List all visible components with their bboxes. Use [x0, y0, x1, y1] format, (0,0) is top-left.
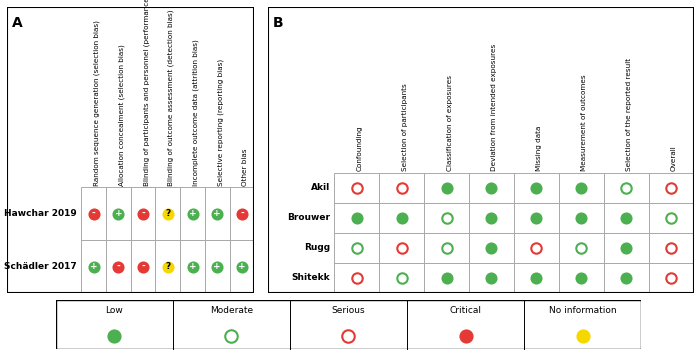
Text: Deviation from intended exposures: Deviation from intended exposures	[491, 44, 498, 172]
Text: No information: No information	[549, 306, 617, 316]
Text: +: +	[189, 262, 197, 271]
Text: B: B	[273, 16, 283, 30]
Bar	[155, 240, 180, 293]
Text: Shitekk: Shitekk	[291, 274, 330, 282]
Bar	[559, 173, 604, 203]
Bar	[230, 240, 254, 293]
Bar	[604, 203, 649, 233]
Bar	[180, 240, 205, 293]
Bar	[559, 233, 604, 263]
Bar	[604, 233, 649, 263]
Text: Akil: Akil	[311, 184, 330, 192]
Text: Measurement of outcomes: Measurement of outcomes	[581, 75, 588, 172]
Bar	[379, 263, 424, 293]
Bar	[649, 203, 694, 233]
Text: -: -	[116, 262, 120, 271]
Text: Serious: Serious	[332, 306, 365, 316]
Text: -: -	[141, 262, 145, 271]
Text: Critical: Critical	[450, 306, 482, 316]
Bar	[469, 263, 514, 293]
Text: Random sequence generation (selection bias): Random sequence generation (selection bi…	[93, 20, 100, 186]
Text: Schädler 2017: Schädler 2017	[3, 262, 76, 271]
Bar	[424, 233, 469, 263]
Text: ?: ?	[165, 262, 171, 271]
Bar	[469, 233, 514, 263]
Bar	[335, 233, 379, 263]
Bar	[131, 240, 155, 293]
Bar	[424, 173, 469, 203]
Bar	[469, 173, 514, 203]
Text: Incomplete outcome data (attrition bias): Incomplete outcome data (attrition bias)	[192, 39, 199, 186]
Bar	[81, 187, 106, 240]
Bar	[469, 203, 514, 233]
Bar	[559, 263, 604, 293]
Bar	[649, 173, 694, 203]
Bar	[604, 173, 649, 203]
Text: Other bias: Other bias	[242, 148, 248, 186]
Bar	[131, 187, 155, 240]
Text: +: +	[90, 262, 98, 271]
Text: Hawchar 2019: Hawchar 2019	[3, 209, 76, 218]
Text: Missing data: Missing data	[536, 126, 542, 172]
Text: Allocation concealment (selection bias): Allocation concealment (selection bias)	[118, 44, 125, 186]
Bar	[559, 203, 604, 233]
Bar	[379, 233, 424, 263]
Text: +: +	[114, 209, 122, 218]
Bar	[514, 203, 559, 233]
Bar	[205, 187, 229, 240]
Bar	[424, 263, 469, 293]
Bar	[604, 263, 649, 293]
Text: Confounding: Confounding	[357, 126, 362, 172]
Bar	[230, 187, 254, 240]
Text: +: +	[213, 262, 221, 271]
Text: Blinding of participants and personnel (performance bias): Blinding of participants and personnel (…	[143, 0, 150, 186]
Bar	[106, 187, 130, 240]
Bar	[649, 233, 694, 263]
Text: Classification of exposures: Classification of exposures	[447, 76, 452, 172]
Bar	[81, 240, 106, 293]
Text: Blinding of outcome assessment (detection bias): Blinding of outcome assessment (detectio…	[168, 9, 174, 186]
Bar	[106, 240, 130, 293]
Text: Moderate: Moderate	[210, 306, 253, 316]
Bar	[180, 187, 205, 240]
Text: Brouwer: Brouwer	[287, 214, 330, 222]
Text: ?: ?	[165, 209, 171, 218]
Text: -: -	[92, 209, 95, 218]
Text: -: -	[240, 209, 244, 218]
Text: +: +	[213, 209, 221, 218]
Text: Low: Low	[105, 306, 123, 316]
Bar	[379, 173, 424, 203]
Bar	[335, 173, 379, 203]
Bar	[424, 203, 469, 233]
Text: +: +	[238, 262, 246, 271]
Text: Selective reporting (reporting bias): Selective reporting (reporting bias)	[217, 59, 224, 186]
Bar	[205, 240, 229, 293]
Bar	[335, 203, 379, 233]
Bar	[379, 203, 424, 233]
Bar	[649, 263, 694, 293]
Bar	[514, 173, 559, 203]
Text: +: +	[189, 209, 197, 218]
Text: Selection of participants: Selection of participants	[401, 84, 408, 172]
Text: Overall: Overall	[671, 146, 677, 172]
Bar	[514, 263, 559, 293]
Text: Selection of the reported result: Selection of the reported result	[626, 58, 632, 172]
Text: -: -	[141, 209, 145, 218]
Text: Rugg: Rugg	[304, 244, 330, 252]
Bar	[335, 263, 379, 293]
Bar	[155, 187, 180, 240]
Bar	[514, 233, 559, 263]
Text: A: A	[12, 16, 23, 30]
